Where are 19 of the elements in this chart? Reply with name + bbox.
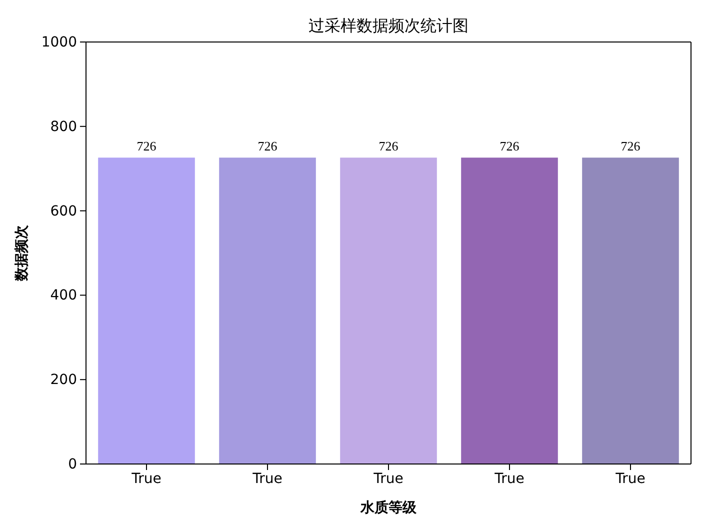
y-axis-title: 数据频次 (14, 224, 30, 282)
data-label: 726 (500, 138, 520, 154)
data-label: 726 (136, 138, 157, 154)
y-tick-label: 800 (50, 118, 77, 135)
x-axis-title: 水质等级 (360, 499, 418, 516)
x-tick-label: True (494, 470, 524, 487)
x-tick-label: True (130, 470, 162, 487)
data-label: 726 (378, 138, 399, 154)
x-tick-label: True (252, 470, 282, 487)
chart-title: 过采样数据频次统计图 (308, 16, 468, 35)
y-tick-label: 400 (50, 288, 77, 304)
y-tick-label: 600 (50, 203, 77, 220)
data-label: 726 (620, 138, 641, 154)
x-tick-label: True (614, 470, 646, 487)
data-label: 726 (258, 138, 278, 154)
x-tick-label: True (372, 470, 404, 487)
y-tick-label: 200 (50, 372, 77, 388)
y-tick-label: 1000 (41, 34, 77, 50)
y-tick-label: 0 (68, 456, 77, 472)
